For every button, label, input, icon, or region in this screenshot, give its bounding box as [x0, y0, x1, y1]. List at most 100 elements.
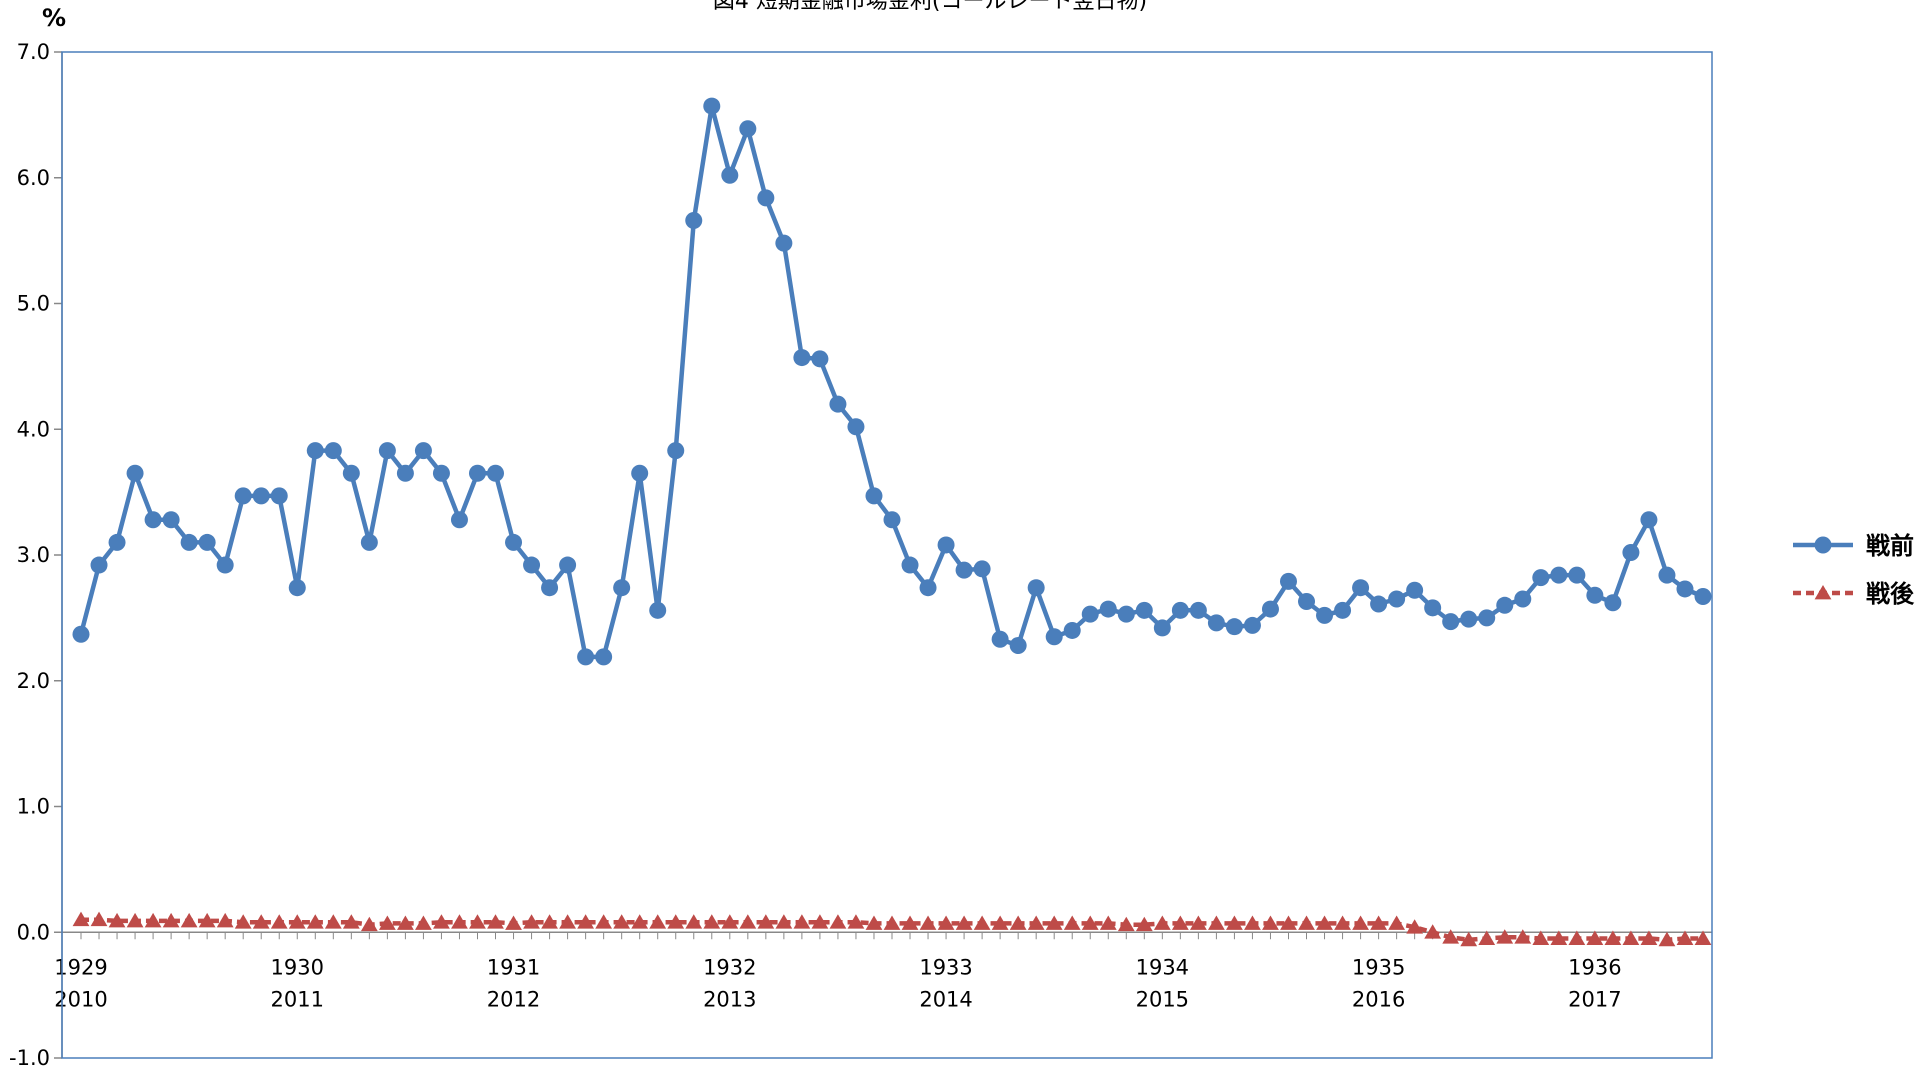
data-point	[775, 234, 793, 252]
data-point	[1189, 601, 1207, 619]
data-point	[126, 464, 144, 482]
x-tick-label-prewar: 1936	[1568, 955, 1621, 979]
data-point	[1658, 931, 1676, 947]
data-point	[577, 914, 595, 929]
data-point	[865, 487, 883, 505]
data-point	[90, 911, 108, 927]
data-point	[955, 915, 973, 930]
x-tick-label-prewar: 1935	[1352, 955, 1405, 979]
data-point	[667, 914, 685, 929]
y-tick-label: 4.0	[17, 417, 50, 441]
series-prewar	[72, 97, 1712, 666]
legend: 戦前 戦後	[1793, 532, 1915, 608]
y-tick-label: 5.0	[17, 292, 50, 316]
data-point	[1388, 915, 1406, 930]
data-point	[180, 912, 198, 928]
data-point	[811, 914, 829, 929]
data-point	[1208, 915, 1225, 930]
data-point	[1532, 569, 1550, 587]
data-point	[180, 533, 198, 551]
data-point	[342, 914, 360, 929]
data-point	[414, 442, 432, 460]
data-point	[577, 648, 595, 666]
data-point	[1298, 915, 1315, 930]
y-tick-label: 6.0	[17, 166, 50, 190]
data-point	[1225, 618, 1243, 636]
data-point	[883, 915, 901, 930]
data-point	[1280, 915, 1297, 930]
data-point	[775, 914, 793, 929]
data-point	[1442, 929, 1460, 944]
data-point	[1532, 930, 1550, 945]
data-point	[1424, 924, 1442, 939]
data-point	[613, 914, 631, 929]
data-point	[1279, 572, 1297, 590]
x-tick-label-postwar: 2015	[1136, 987, 1189, 1011]
data-point	[234, 914, 252, 929]
data-point	[1117, 605, 1135, 623]
data-point	[1478, 609, 1496, 627]
y-axis-unit-label: %	[42, 4, 66, 32]
data-point	[216, 912, 234, 928]
data-point	[1262, 915, 1279, 930]
data-point	[1153, 915, 1171, 930]
data-point	[505, 533, 523, 551]
data-point	[487, 914, 504, 929]
x-tick-label-postwar: 2010	[54, 987, 107, 1011]
data-point	[487, 464, 505, 482]
data-point	[1640, 511, 1658, 529]
data-point	[757, 914, 775, 929]
y-tick-label: -1.0	[9, 1046, 50, 1070]
data-point	[1694, 587, 1712, 605]
data-point	[937, 536, 955, 554]
data-point	[126, 912, 144, 928]
data-point	[721, 166, 739, 184]
data-point	[1352, 579, 1370, 597]
data-point	[1244, 915, 1261, 930]
x-tick-label-postwar: 2011	[271, 987, 324, 1011]
data-point	[919, 579, 937, 597]
data-point	[559, 914, 576, 929]
y-tick-label: 3.0	[17, 543, 50, 567]
data-point	[883, 511, 901, 529]
data-point	[1099, 600, 1117, 618]
x-axis: 1929 2010 1930 2011 1931 2012 1932 2013 1933 2014…	[54, 931, 1712, 1011]
legend-label-postwar: 戦後	[1866, 580, 1915, 608]
data-point	[1424, 599, 1442, 617]
data-point	[324, 442, 342, 460]
data-point	[1027, 579, 1045, 597]
data-point	[144, 912, 162, 928]
data-point	[1586, 930, 1604, 945]
data-point	[252, 487, 270, 505]
data-point	[1099, 915, 1117, 930]
data-point	[108, 533, 126, 551]
data-point	[1135, 601, 1153, 619]
x-tick-label-postwar: 2016	[1352, 987, 1405, 1011]
data-point	[1658, 566, 1676, 584]
data-point	[1045, 628, 1063, 646]
legend-item-prewar: 戦前	[1793, 532, 1914, 560]
data-point	[631, 464, 649, 482]
data-point	[288, 579, 306, 597]
data-point	[1027, 915, 1045, 930]
data-point	[793, 914, 811, 929]
x-tick-label-prewar: 1931	[487, 955, 540, 979]
data-point	[1081, 605, 1099, 623]
data-point	[450, 511, 468, 529]
data-point	[270, 914, 288, 929]
data-point	[685, 212, 703, 230]
data-point	[667, 442, 685, 460]
data-point	[811, 350, 829, 368]
data-point	[1370, 595, 1388, 613]
data-point	[1622, 543, 1640, 561]
data-point	[1009, 915, 1027, 930]
data-point	[1676, 580, 1694, 598]
data-point	[1334, 915, 1351, 930]
y-tick-label: 1.0	[17, 795, 50, 819]
data-point	[1640, 930, 1658, 945]
y-tick-label: 7.0	[17, 40, 50, 64]
x-tick-label-postwar: 2017	[1568, 987, 1621, 1011]
y-tick-label: 0.0	[17, 920, 50, 944]
data-point	[829, 395, 847, 413]
